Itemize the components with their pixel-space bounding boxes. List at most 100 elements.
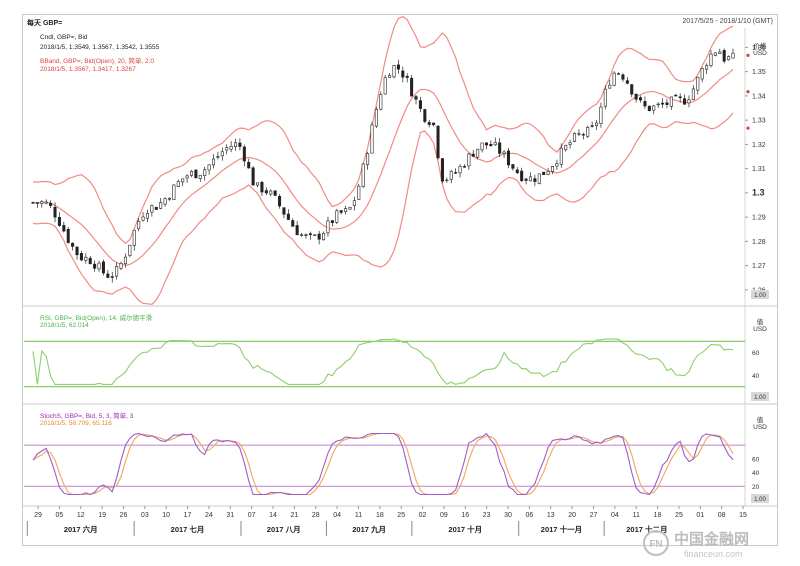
stoch-legend-2: 2018/1/5, 58.709, 65.116 [40, 420, 112, 427]
candle-body [546, 171, 550, 175]
watermark-brand: 中国金融网 [674, 530, 749, 548]
candle-body [220, 151, 224, 157]
candle-body [392, 65, 396, 78]
candle-body [705, 65, 709, 70]
candle-body [612, 72, 616, 86]
stoch-k-line [32, 432, 734, 496]
price-scale-badge[interactable] [751, 290, 769, 299]
price-legend-2: 2018/1/5, 1.3549, 1.3567, 1.3542, 1.3555 [40, 44, 160, 51]
candle-body [568, 142, 572, 145]
candle-body [537, 173, 541, 184]
rsi-scale-badge[interactable] [751, 392, 769, 401]
price-axis-title: 价格 [753, 43, 767, 50]
candle-body [471, 153, 475, 157]
candle-body [154, 206, 158, 210]
candle-body [722, 50, 726, 62]
candle-body [432, 122, 436, 126]
price-ytick: 1.31 [752, 166, 766, 173]
price-legend-1: Cndl, GBP=, Bid [40, 34, 88, 41]
xtick-day: 31 [226, 512, 234, 519]
candle-body [731, 52, 735, 59]
xtick-day: 10 [162, 512, 170, 519]
candle-body [181, 178, 185, 183]
candle-body [515, 169, 519, 174]
candle-body [35, 202, 39, 204]
candle-body [661, 102, 665, 105]
rsi-axis-unit: USD [753, 326, 767, 333]
candle-body [401, 70, 405, 78]
candle-body [308, 233, 312, 236]
bband-axis-marker [746, 90, 750, 94]
candle-body [696, 76, 700, 91]
rsi-scale-badge-label: 1.00 [754, 395, 766, 401]
candle-body [414, 96, 418, 100]
xtick-day: 04 [611, 512, 619, 519]
price-ytick: 1.29 [752, 215, 766, 222]
candle-body [528, 176, 533, 182]
candle-body [564, 145, 568, 151]
candle-body [418, 100, 422, 109]
candle-body [242, 146, 246, 162]
stoch-d-line [32, 432, 734, 496]
candle-body [489, 143, 493, 147]
candle-body [524, 178, 528, 181]
candle-body [330, 220, 334, 223]
candle-body [634, 93, 638, 100]
candle-body [71, 242, 75, 247]
candle-body [542, 171, 546, 176]
candle-body [493, 142, 497, 146]
xtick-day: 18 [376, 512, 384, 519]
candle-body [49, 202, 53, 206]
candle-body [559, 147, 563, 165]
candle-body [282, 207, 286, 215]
xtick-day: 28 [312, 512, 320, 519]
rsi-legend-1: RSI, GBP=, Bid(Open), 14, 威尔德平滑 [40, 315, 153, 322]
candle-body [639, 97, 643, 101]
xtick-day: 08 [718, 512, 726, 519]
candle-body [273, 190, 277, 196]
candle-body [326, 220, 330, 234]
candle-body [590, 125, 594, 127]
xtick-day: 18 [654, 512, 662, 519]
candle-body [79, 253, 83, 261]
candle-body [106, 273, 110, 278]
xtick-day: 19 [98, 512, 106, 519]
price-ytick: 1.27 [752, 263, 766, 270]
candle-body [229, 145, 233, 150]
candle-body [617, 73, 621, 75]
xtick-day: 25 [397, 512, 405, 519]
price-ytick: 1.35 [752, 69, 766, 76]
candle-body [238, 142, 242, 147]
candle-body [110, 276, 114, 278]
candle-body [687, 99, 691, 104]
candle-body [216, 156, 220, 158]
candle-body [603, 88, 607, 107]
candle-body [502, 151, 506, 154]
candle-body [167, 198, 171, 200]
stoch-ytick: 40 [752, 470, 760, 477]
candle-body [44, 201, 48, 204]
candle-body [709, 53, 713, 66]
rsi-axis-title: 值 [756, 319, 764, 326]
stoch-ytick: 60 [752, 456, 760, 463]
candle-body [207, 164, 211, 171]
candle-body [440, 158, 444, 182]
price-ytick: 1.28 [752, 239, 766, 246]
xtick-day: 30 [504, 512, 512, 519]
xtick-day: 25 [675, 512, 683, 519]
candle-body [256, 182, 260, 186]
xtick-day: 17 [184, 512, 192, 519]
candle-body [423, 109, 427, 122]
candle-body [40, 201, 44, 204]
candle-body [264, 190, 268, 194]
candle-body [476, 148, 480, 158]
candle-body [665, 102, 669, 105]
stoch-scale-badge[interactable] [751, 494, 769, 503]
candle-body [374, 109, 378, 127]
candle-body [150, 205, 154, 213]
candle-body [700, 68, 704, 80]
candle-body [295, 225, 299, 236]
candle-body [304, 234, 308, 236]
candle-body [449, 171, 453, 180]
